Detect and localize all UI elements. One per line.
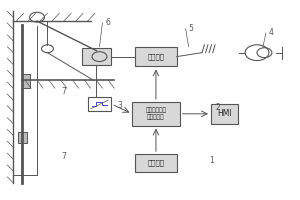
Text: 3: 3	[117, 101, 122, 110]
Text: 传动系统: 传动系统	[147, 53, 164, 60]
Text: 2: 2	[215, 103, 220, 112]
Bar	[132, 102, 180, 126]
Text: 7: 7	[61, 87, 66, 96]
Text: 闸控失效监测
保护控制柜: 闸控失效监测 保护控制柜	[146, 108, 167, 120]
Bar	[18, 132, 27, 143]
Bar	[211, 104, 238, 124]
Bar	[22, 74, 30, 88]
Text: 1: 1	[209, 156, 214, 165]
Text: HMI: HMI	[217, 109, 232, 118]
Text: 5: 5	[189, 24, 194, 33]
Text: 7: 7	[61, 152, 66, 161]
Bar	[82, 48, 111, 65]
Bar	[135, 154, 177, 172]
Bar	[88, 97, 111, 111]
Text: 4: 4	[269, 28, 274, 37]
Text: 闸控系统: 闸控系统	[147, 160, 164, 166]
Bar	[135, 47, 177, 66]
Text: 6: 6	[105, 18, 110, 27]
